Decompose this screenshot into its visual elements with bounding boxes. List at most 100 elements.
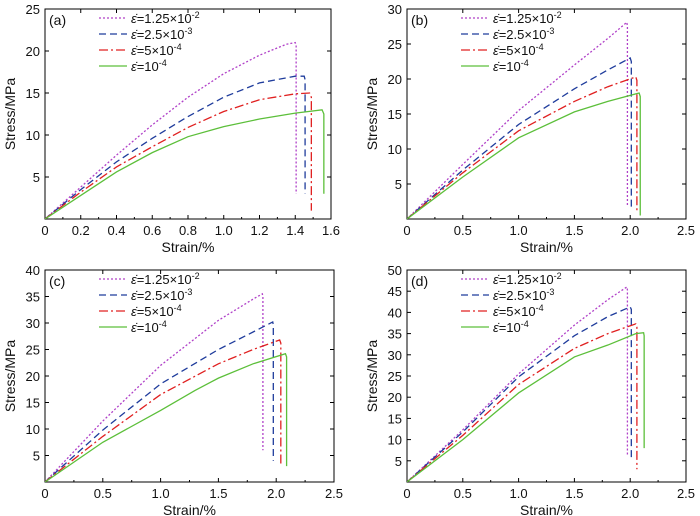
series-line-4 (407, 332, 645, 482)
x-tick-label: 1.0 (510, 223, 528, 238)
x-tick-label: 0.2 (72, 223, 90, 238)
panel-label: (a) (49, 12, 66, 28)
y-tick-label: 25 (26, 2, 40, 17)
y-tick-label: 35 (26, 290, 40, 305)
y-tick-label: 25 (388, 37, 402, 52)
y-tick-label: 15 (388, 411, 402, 426)
y-tick-label: 15 (26, 396, 40, 411)
y-tick-label: 25 (388, 369, 402, 384)
y-tick-label: 30 (26, 316, 40, 331)
x-tick-label: 2.5 (677, 223, 695, 238)
series-line-2 (45, 320, 274, 482)
x-tick-label: 1.5 (209, 486, 227, 501)
x-tick-label: 0.8 (179, 223, 197, 238)
y-tick-label: 35 (388, 327, 402, 342)
y-tick-label: 10 (26, 128, 40, 143)
panel-label: (d) (411, 273, 428, 289)
y-tick-label: 5 (33, 449, 40, 464)
x-tick-label: 1.6 (322, 223, 340, 238)
legend-label: ε̇=1.25×10-2 (493, 271, 562, 287)
series-line-1 (407, 285, 629, 482)
legend-label: ε̇=1.25×10-2 (131, 10, 200, 26)
panel-label: (b) (411, 12, 428, 28)
y-tick-label: 15 (26, 86, 40, 101)
y-tick-label: 20 (26, 44, 40, 59)
legend-label: ε̇=5×10-4 (131, 42, 182, 58)
y-tick-label: 50 (388, 263, 402, 278)
x-tick-label: 1.0 (215, 223, 233, 238)
x-axis-title: Strain/% (163, 502, 216, 516)
series-line-2 (45, 75, 306, 219)
x-tick-label: 0 (403, 486, 410, 501)
x-tick-label: 2.5 (325, 486, 343, 501)
legend-label: ε̇=2.5×10-3 (131, 287, 192, 303)
x-axis-title: Strain/% (520, 502, 573, 516)
legend-label: ε̇=5×10-4 (493, 303, 544, 319)
x-tick-label: 1.0 (510, 486, 528, 501)
y-tick-label: 20 (26, 369, 40, 384)
y-tick-label: 5 (33, 170, 40, 185)
x-tick-label: 1.4 (286, 223, 304, 238)
x-axis-title: Strain/% (162, 239, 215, 255)
chart-panel-4: 0 0.5 1.0 1.5 2.0 2.5 5 10 15 20 25 30 35 40 45 50 Strai… (364, 263, 695, 516)
x-tick-label: 2.0 (621, 486, 639, 501)
x-tick-label: 0.5 (454, 223, 472, 238)
y-tick-label: 5 (395, 454, 402, 469)
x-tick-label: 1.2 (250, 223, 268, 238)
legend-label: ε̇=10-4 (493, 58, 529, 74)
plot-frame (44, 269, 335, 483)
series-line-2 (407, 306, 632, 482)
chart-panel-1: 0 0.2 0.4 0.6 0.8 1.0 1.2 1.4 1.6 5 10 15 20 25 Strain… (2, 2, 340, 255)
legend-label: ε̇=1.25×10-2 (493, 10, 562, 26)
series-line-4 (45, 352, 288, 482)
legend-label: ε̇=10-4 (131, 319, 167, 335)
legend-label: ε̇=10-4 (131, 58, 167, 74)
x-tick-label: 1.0 (152, 486, 170, 501)
y-tick-label: 30 (388, 348, 402, 363)
y-tick-label: 40 (26, 263, 40, 278)
series-line-1 (45, 41, 297, 219)
x-tick-label: 0.4 (107, 223, 125, 238)
chart-panel-3: 0 0.5 1.0 1.5 2.0 2.5 5 10 15 20 25 30 35 40 Strain/% S… (2, 263, 343, 516)
legend-label: ε̇=10-4 (493, 319, 529, 335)
series-line-3 (45, 339, 282, 482)
x-tick-label: 1.5 (565, 223, 583, 238)
y-tick-label: 30 (388, 2, 402, 17)
legend-label: ε̇=5×10-4 (493, 42, 544, 58)
legend-label: ε̇=2.5×10-3 (131, 26, 192, 42)
series-line-1 (45, 292, 264, 482)
series-line-4 (407, 92, 641, 219)
y-tick-label: 10 (26, 422, 40, 437)
y-axis-title: Stress/MPa (2, 78, 18, 151)
y-tick-label: 45 (388, 284, 402, 299)
y-tick-label: 15 (388, 107, 402, 122)
x-tick-label: 2.0 (621, 223, 639, 238)
legend-label: ε̇=2.5×10-3 (493, 26, 554, 42)
x-tick-label: 0 (41, 223, 48, 238)
y-axis-title: Stress/MPa (2, 340, 18, 413)
series-line-3 (45, 92, 312, 219)
legend-label: ε̇=5×10-4 (131, 303, 182, 319)
y-tick-label: 10 (388, 142, 402, 157)
x-tick-label: 0.6 (143, 223, 161, 238)
y-axis-title: Stress/MPa (364, 340, 380, 413)
y-tick-label: 5 (395, 177, 402, 192)
series-line-2 (407, 57, 632, 219)
legend-label: ε̇=2.5×10-3 (493, 287, 554, 303)
series-line-4 (45, 109, 325, 219)
x-tick-label: 0.5 (454, 486, 472, 501)
x-tick-label: 2.5 (677, 486, 695, 501)
legend-label: ε̇=1.25×10-2 (131, 271, 200, 287)
series-line-1 (407, 21, 629, 219)
x-tick-label: 1.5 (565, 486, 583, 501)
x-tick-label: 0 (41, 486, 48, 501)
y-tick-label: 25 (26, 343, 40, 358)
series-line-3 (407, 76, 638, 219)
y-tick-label: 20 (388, 390, 402, 405)
series-line-3 (407, 323, 638, 482)
x-axis-title: Strain/% (520, 239, 573, 255)
y-tick-label: 10 (388, 433, 402, 448)
y-axis-title: Stress/MPa (364, 78, 380, 151)
chart-panel-2: 0 0.5 1.0 1.5 2.0 2.5 5 10 15 20 25 30 Strain/% Stres… (364, 2, 695, 255)
